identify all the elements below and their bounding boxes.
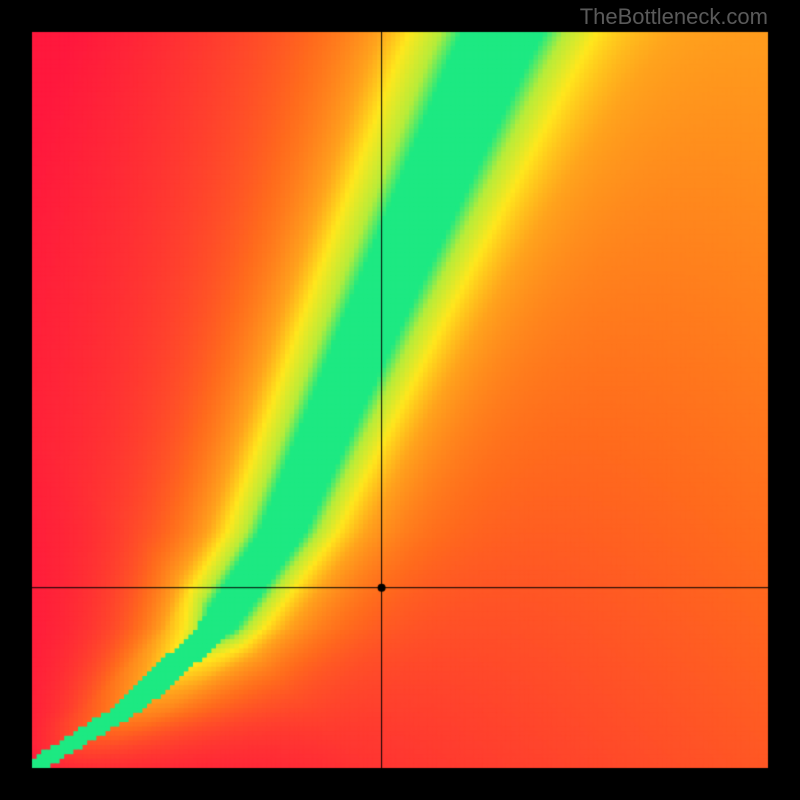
chart-container: TheBottleneck.com — [0, 0, 800, 800]
watermark-text: TheBottleneck.com — [580, 4, 768, 30]
heatmap-canvas — [0, 0, 800, 800]
